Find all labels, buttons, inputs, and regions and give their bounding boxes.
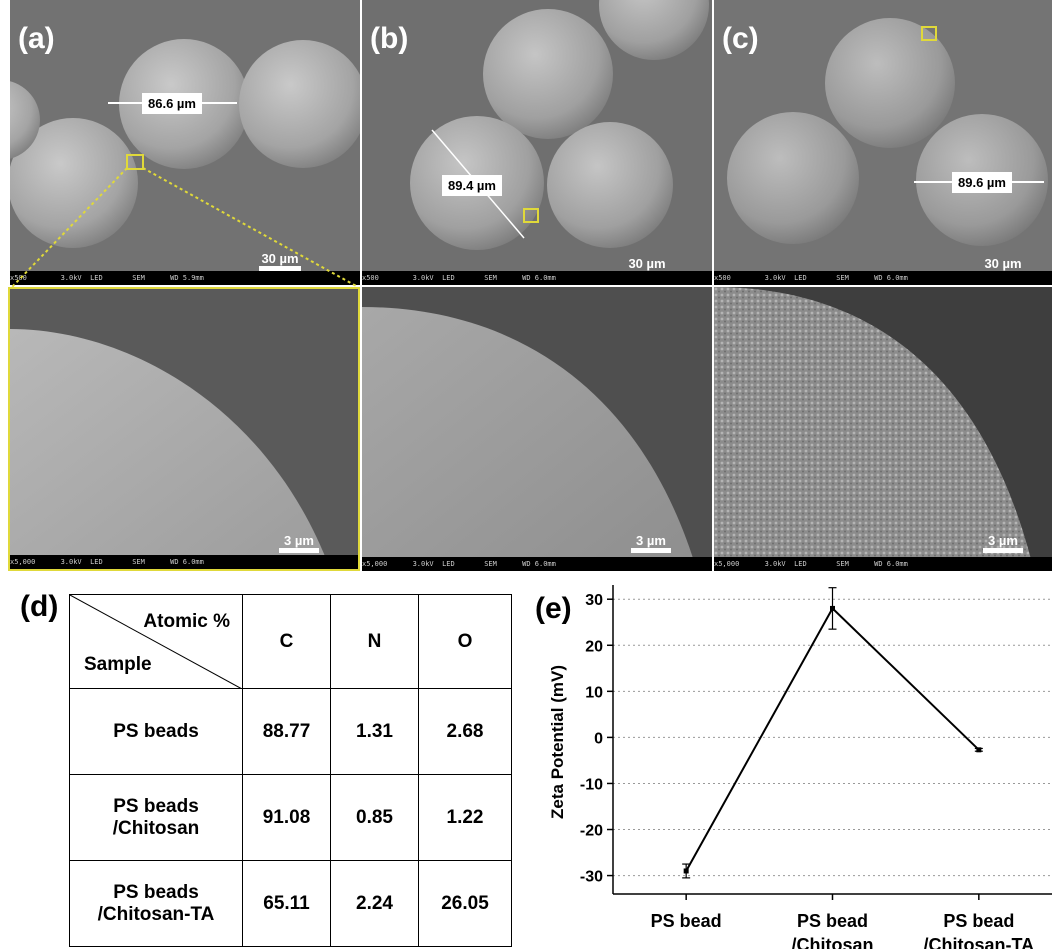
sample-cell: PS beads/Chitosan (69, 774, 243, 861)
y-tick-label: -10 (580, 776, 603, 793)
y-tick-label: -30 (580, 869, 603, 886)
sample-cell: PS beads (69, 688, 243, 775)
sem-info-bar: x5,000 3.0kV LED SEM WD 6.0mm (714, 557, 1052, 571)
panel-label-d: (d) (20, 590, 59, 623)
scale-bar-label: 30 µm (628, 256, 666, 271)
scale-bar-label: 3 µm (988, 533, 1018, 548)
panel-label-e: (e) (535, 592, 572, 625)
x-tick-label: /Chitosan (791, 935, 873, 949)
column-header: O (418, 594, 512, 689)
y-axis-label: Zeta Potential (mV) (548, 665, 567, 819)
y-tick-label: -20 (580, 823, 603, 840)
table-header-diagonal-cell: Atomic % Sample (69, 594, 243, 689)
value-cell: 2.68 (418, 688, 512, 775)
scale-bar-b-bottom: 3 µm (628, 533, 674, 553)
header-atomic-percent: Atomic % (143, 611, 230, 632)
scale-bar-a-top: 30 µm (255, 251, 305, 271)
value-cell: 88.77 (242, 688, 331, 775)
table-row: PS beads 88.77 1.31 2.68 (69, 688, 512, 775)
sem-info-bar: x500 3.0kV LED SEM WD 5.9mm (10, 271, 360, 285)
sem-info-bar: x500 3.0kV LED SEM WD 6.0mm (362, 271, 712, 285)
diameter-label-c: 89.6 µm (952, 172, 1012, 193)
sem-image-a-overview: 86.6 µm 30 µm x500 3.0kV LED SEM WD 5.9m… (10, 0, 360, 285)
value-cell: 1.31 (330, 688, 419, 775)
column-header: C (242, 594, 331, 689)
sem-spheres-a (10, 39, 360, 248)
diameter-label-a: 86.6 µm (142, 93, 202, 114)
table-row: PS beads/Chitosan-TA 65.11 2.24 26.05 (69, 860, 512, 947)
scale-bar-a-bottom: 3 µm (276, 533, 322, 553)
x-tick-label: /Chitosan-TA (924, 935, 1035, 949)
zeta-potential-chart: 30 20 10 0 -10 -20 -30 Zeta Potential (mV) PS be… (548, 585, 1052, 949)
diameter-label-b: 89.4 µm (442, 175, 502, 196)
table-row: PS beads/Chitosan 91.08 0.85 1.22 (69, 774, 512, 861)
atomic-percent-table: Atomic % Sample C N O PS beads 88.77 1.3… (69, 594, 512, 947)
sem-surface-b (362, 307, 697, 571)
data-point (683, 868, 689, 874)
value-cell: 1.22 (418, 774, 512, 861)
diagonal-line (70, 595, 242, 689)
y-tick-label: 20 (585, 638, 603, 655)
scale-bar-label: 30 µm (984, 256, 1022, 271)
sem-image-c-zoom: 3 µm x5,000 3.0kV LED SEM WD 6.0mm (714, 287, 1052, 571)
value-cell: 0.85 (330, 774, 419, 861)
data-point (830, 605, 835, 611)
sem-info-bar: x5,000 3.0kV LED SEM WD 6.0mm (10, 555, 358, 569)
y-tick-label: 0 (594, 730, 603, 747)
sem-surface-a (10, 329, 330, 569)
x-tick-label: PS bead (943, 911, 1014, 931)
sem-image-b-zoom: 3 µm x5,000 3.0kV LED SEM WD 6.0mm (362, 287, 712, 571)
y-tick-label: 30 (585, 592, 603, 609)
y-tick-label: 10 (585, 684, 603, 701)
value-cell: 91.08 (242, 774, 331, 861)
scale-bar-c-bottom: 3 µm (980, 533, 1026, 553)
sample-cell: PS beads/Chitosan-TA (69, 860, 243, 947)
zoom-guide-lines (11, 167, 359, 288)
sem-image-c-overview: 89.6 µm 30 µm x500 3.0kV LED SEM WD 6.0m… (714, 0, 1052, 285)
sem-info-bar: x500 3.0kV LED SEM WD 6.0mm (714, 271, 1052, 285)
value-cell: 2.24 (330, 860, 419, 947)
x-tick-label: PS bead (797, 911, 868, 931)
series-line (685, 606, 980, 872)
column-header: N (330, 594, 419, 689)
x-tick-label: PS bead (651, 911, 722, 931)
panel-label-a: (a) (18, 22, 55, 55)
sem-image-a-zoom: 3 µm x5,000 3.0kV LED SEM WD 6.0mm (8, 287, 360, 571)
sem-image-b-overview: 89.4 µm 30 µm x500 3.0kV LED SEM WD 6.0m… (362, 0, 712, 285)
scale-bar-label: 3 µm (284, 533, 314, 548)
value-cell: 65.11 (242, 860, 331, 947)
sem-info-bar: x5,000 3.0kV LED SEM WD 6.0mm (362, 557, 712, 571)
panel-label-b: (b) (370, 22, 409, 55)
panel-label-c: (c) (722, 22, 759, 55)
scale-bar-label: 30 µm (261, 251, 299, 266)
scale-bar-label: 3 µm (636, 533, 666, 548)
header-sample: Sample (84, 654, 152, 675)
sem-surface-c (714, 287, 1034, 571)
value-cell: 26.05 (418, 860, 512, 947)
data-point (976, 747, 982, 753)
